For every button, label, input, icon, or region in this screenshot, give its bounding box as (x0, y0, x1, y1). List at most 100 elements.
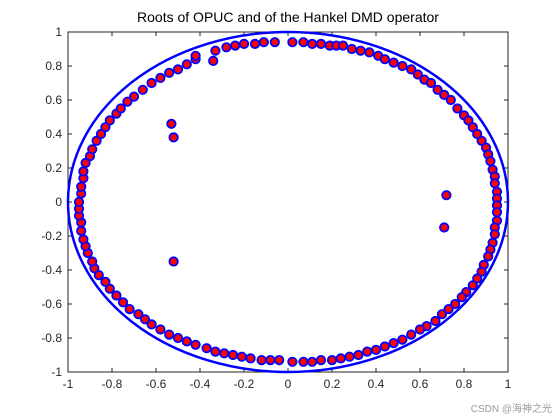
root-point (307, 356, 318, 367)
root-point (236, 351, 247, 362)
root-point (155, 324, 166, 335)
root-point (414, 324, 426, 335)
root-point (397, 334, 408, 345)
root-point (210, 346, 221, 357)
root-point (355, 45, 366, 56)
root-point (432, 84, 443, 95)
watermark: CSDN @海神之光 (471, 402, 552, 415)
root-point (388, 57, 399, 68)
root-point (483, 251, 494, 262)
y-tick-label: 1 (55, 25, 62, 39)
root-point (164, 329, 175, 340)
root-point (344, 351, 355, 362)
unit-circle-layer (66, 30, 510, 374)
root-point (450, 298, 461, 310)
root-point (476, 266, 487, 277)
root-point (245, 353, 256, 364)
root-point (337, 40, 349, 51)
root-point (379, 341, 390, 352)
root-point (388, 337, 399, 349)
y-tick-label: -0.8 (41, 331, 62, 345)
root-point (370, 344, 382, 355)
plot-area: -1 -0.8 -0.6 -0.4 -0.2 0 0.2 0.4 0.6 0.8 1 -1 -0.8 -0… (41, 25, 511, 391)
unit-circle (66, 30, 510, 374)
root-point (78, 234, 89, 245)
root-point (362, 346, 373, 357)
y-tick-label: -0.4 (41, 263, 62, 277)
root-point (249, 38, 261, 50)
root-point (78, 166, 89, 177)
root-point (117, 297, 129, 308)
root-point (230, 40, 241, 51)
y-tick-label: 0 (55, 195, 62, 209)
root-point (287, 37, 298, 48)
root-point (111, 290, 122, 301)
x-tick-label: 0.8 (456, 377, 473, 391)
root-point (315, 38, 327, 50)
root-point (76, 225, 87, 236)
root-point (379, 54, 390, 65)
y-tick-label: 0.2 (45, 161, 62, 175)
root-point (472, 273, 483, 284)
root-point (256, 354, 267, 366)
root-point (269, 37, 280, 48)
x-tick-label: -0.8 (102, 377, 123, 391)
chart-title: Roots of OPUC and of the Hankel DMD oper… (137, 9, 439, 25)
root-point (439, 222, 450, 233)
root-point (467, 122, 478, 133)
root-point (164, 67, 175, 78)
root-point (274, 354, 285, 366)
root-point (100, 276, 111, 287)
root-point (353, 349, 364, 361)
roots-layer (73, 37, 503, 367)
root-point (91, 135, 102, 146)
x-tick-label: -0.6 (146, 377, 167, 391)
root-point (364, 47, 375, 58)
root-point (139, 314, 151, 325)
x-tick-label: -0.2 (234, 377, 255, 391)
root-point (472, 128, 483, 140)
root-point (221, 42, 232, 53)
root-point (87, 144, 98, 155)
x-tick-label: 0 (285, 377, 292, 391)
root-point (430, 315, 441, 327)
root-point (133, 309, 144, 320)
root-point (489, 229, 500, 240)
root-point (463, 115, 474, 126)
root-point (335, 353, 346, 364)
root-point (87, 256, 98, 267)
root-point (76, 181, 87, 192)
root-point (452, 103, 463, 114)
y-tick-label: 0.6 (45, 93, 62, 107)
root-point (208, 55, 219, 67)
root-point (326, 354, 338, 366)
root-point (172, 332, 184, 344)
root-point (168, 132, 179, 143)
root-point (168, 256, 179, 267)
root-point (315, 354, 327, 366)
root-point (406, 329, 417, 340)
y-tick-label: -1 (51, 365, 62, 379)
root-point (190, 339, 201, 350)
root-point (201, 343, 212, 354)
y-tick-label: -0.2 (41, 229, 62, 243)
y-tick-label: 0.4 (45, 127, 62, 141)
root-point (406, 64, 417, 75)
root-point (238, 38, 250, 50)
x-tick-label: 0.2 (324, 377, 341, 391)
root-point (439, 89, 450, 101)
root-point (190, 50, 201, 61)
y-tick-label: 0.8 (45, 59, 62, 73)
root-point (397, 60, 408, 72)
root-point (412, 69, 423, 80)
root-point (181, 59, 192, 70)
x-tick-label: -1 (63, 377, 74, 391)
root-point (298, 356, 309, 367)
root-point (219, 348, 230, 359)
root-point (73, 196, 85, 208)
root-point (436, 309, 448, 320)
x-tick-label: 0.4 (368, 377, 385, 391)
root-point (128, 91, 140, 102)
x-tick-label: 1 (505, 377, 512, 391)
